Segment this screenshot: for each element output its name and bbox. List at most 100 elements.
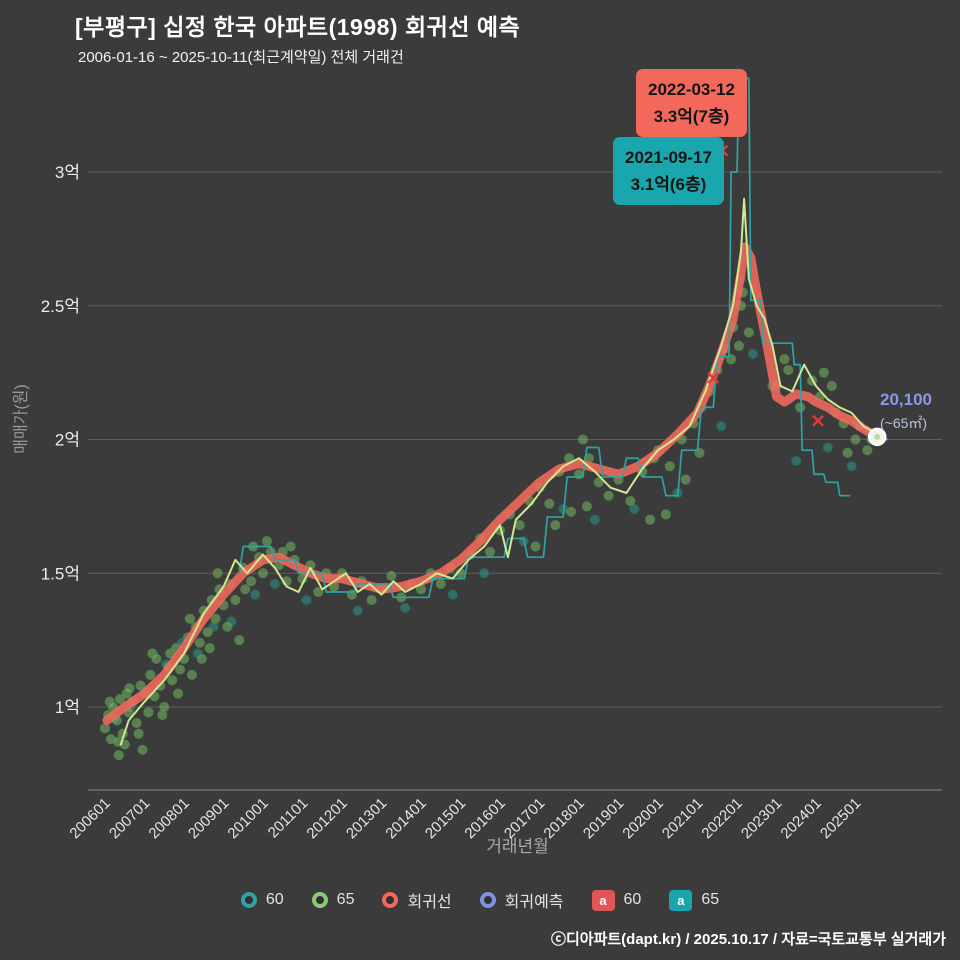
scatter-point-65[interactable] xyxy=(194,637,205,648)
scatter-point-65[interactable] xyxy=(261,536,273,547)
scatter-point-65[interactable] xyxy=(514,519,525,531)
annotation-max-60: 2022-03-12 3.3억(7층) xyxy=(636,69,747,138)
line-60선[interactable] xyxy=(238,77,851,599)
scatter-point-65[interactable] xyxy=(124,683,135,694)
scatter-point-65[interactable] xyxy=(135,680,146,691)
scatter-point-65[interactable] xyxy=(818,367,830,378)
scatter-point-65[interactable] xyxy=(581,501,593,512)
scatter-point-65[interactable] xyxy=(143,707,154,718)
scatter-point-65[interactable] xyxy=(826,380,837,392)
legend-label: 회귀예측 xyxy=(504,894,564,911)
legend-60-icon xyxy=(240,892,257,908)
scatter-point-65[interactable] xyxy=(133,728,144,739)
scatter-point-65[interactable] xyxy=(99,723,111,734)
scatter-point-65[interactable] xyxy=(167,675,178,686)
scatter-point-60[interactable] xyxy=(352,605,363,616)
scatter-point-65[interactable] xyxy=(113,750,124,761)
scatter-point-65[interactable] xyxy=(603,490,614,501)
legend-item-max-65[interactable]: a 65 xyxy=(669,889,719,911)
legend-label: 회귀선 xyxy=(407,894,452,911)
scatter-point-65[interactable] xyxy=(435,578,446,590)
scatter-point-65[interactable] xyxy=(186,669,197,681)
scatter-point-65[interactable] xyxy=(174,664,186,675)
legend-65-icon xyxy=(311,892,328,908)
scatter-point-65[interactable] xyxy=(743,327,754,338)
scatter-point-65[interactable] xyxy=(230,594,241,606)
line-65선[interactable] xyxy=(119,197,879,746)
scatter-point-65[interactable] xyxy=(313,586,324,598)
scatter-point-65[interactable] xyxy=(544,498,555,509)
scatter-point-60[interactable] xyxy=(629,503,640,515)
scatter-point-65[interactable] xyxy=(222,621,233,632)
scatter-point-65[interactable] xyxy=(680,474,691,485)
scatter-point-60[interactable] xyxy=(400,602,411,614)
scatter-point-65[interactable] xyxy=(850,434,861,445)
max-transaction-x-icon xyxy=(812,414,824,427)
legend-item-regression[interactable]: 회귀선 xyxy=(382,888,452,912)
scatter-point-65[interactable] xyxy=(783,364,794,376)
legend-label: 60 xyxy=(623,891,642,908)
scatter-point-65[interactable] xyxy=(246,576,257,587)
scatter-point-65[interactable] xyxy=(204,643,215,654)
scatter-point-60[interactable] xyxy=(716,421,727,432)
page-subtitle: 2006-01-16 ~ 2025-10-11(최근계약일) 전체 거래건 xyxy=(78,49,404,66)
scatter-point-60[interactable] xyxy=(589,514,600,525)
legend-item-65[interactable]: 65 xyxy=(311,891,354,909)
scatter-point-65[interactable] xyxy=(184,613,196,624)
legend-item-60[interactable]: 60 xyxy=(240,891,284,909)
scatter-point-65[interactable] xyxy=(202,626,213,638)
x-axis-title: 거래년월 xyxy=(486,837,549,856)
y-tick-label: 2.5억 xyxy=(41,297,80,316)
scatter-point-60[interactable] xyxy=(269,578,280,590)
legend-label: 60 xyxy=(265,891,284,908)
legend-item-prediction[interactable]: 회귀예측 xyxy=(479,888,564,912)
scatter-point-65[interactable] xyxy=(212,568,223,579)
scatter-point-65[interactable] xyxy=(114,693,126,705)
y-tick-label: 2억 xyxy=(55,431,80,450)
scatter-point-65[interactable] xyxy=(386,570,397,582)
scatter-point-60[interactable] xyxy=(250,589,261,600)
scatter-point-65[interactable] xyxy=(196,653,207,664)
scatter-point-65[interactable] xyxy=(660,509,672,520)
scatter-point-65[interactable] xyxy=(550,519,561,531)
scatter-point-65[interactable] xyxy=(733,340,745,351)
scatter-point-60[interactable] xyxy=(747,348,758,359)
scatter-point-65[interactable] xyxy=(145,669,156,681)
scatter-point-60[interactable] xyxy=(822,442,833,453)
latest-price-label: 20,100 (~65㎡) xyxy=(880,390,932,433)
scatter-point-65[interactable] xyxy=(285,541,296,552)
scatter-point-65[interactable] xyxy=(577,434,589,445)
legend-max-60-icon: a xyxy=(591,889,615,911)
scatter-point-65[interactable] xyxy=(210,613,221,624)
scatter-point-65[interactable] xyxy=(366,594,377,606)
scatter-point-65[interactable] xyxy=(131,717,142,729)
scatter-point-65[interactable] xyxy=(240,584,251,595)
scatter-point-65[interactable] xyxy=(644,514,656,525)
scatter-point-65[interactable] xyxy=(159,701,170,713)
scatter-point-65[interactable] xyxy=(842,447,853,458)
scatter-point-65[interactable] xyxy=(625,495,636,507)
scatter-point-65[interactable] xyxy=(151,653,162,664)
scatter-point-60[interactable] xyxy=(479,568,490,579)
scatter-point-65[interactable] xyxy=(257,568,269,579)
scatter-point-65[interactable] xyxy=(664,461,675,472)
latest-price-value: 20,100 xyxy=(880,390,932,409)
scatter-point-60[interactable] xyxy=(791,455,802,466)
chart-legend: 60 65 회귀선 회귀예측 a 60 a 65 xyxy=(0,888,960,912)
scatter-point-65[interactable] xyxy=(565,506,577,517)
scatter-point-65[interactable] xyxy=(485,546,496,557)
legend-regression-icon xyxy=(382,892,399,908)
scatter-point-65[interactable] xyxy=(862,445,873,456)
scatter-point-60[interactable] xyxy=(301,594,312,606)
scatter-point-65[interactable] xyxy=(530,541,541,552)
scatter-point-65[interactable] xyxy=(779,354,790,365)
scatter-point-60[interactable] xyxy=(447,589,458,600)
scatter-point-65[interactable] xyxy=(593,477,604,488)
price-chart[interactable]: 1억1.5억2억2.5억3억20060120070120080120090120… xyxy=(0,0,960,880)
scatter-point-60[interactable] xyxy=(846,461,857,472)
legend-item-max-60[interactable]: a 60 xyxy=(591,889,642,911)
scatter-point-65[interactable] xyxy=(137,744,148,755)
scatter-point-65[interactable] xyxy=(234,635,245,646)
scatter-point-65[interactable] xyxy=(172,688,184,699)
scatter-point-65[interactable] xyxy=(795,402,806,413)
